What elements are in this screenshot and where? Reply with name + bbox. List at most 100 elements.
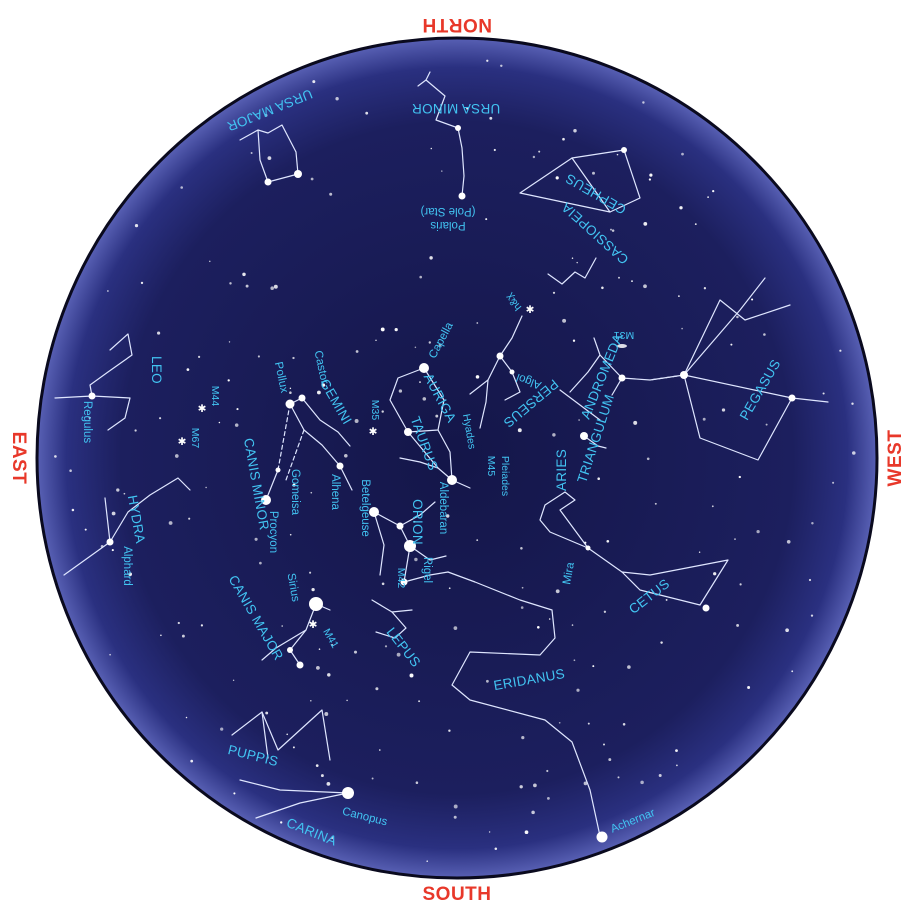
label-ursa-minor: URSA MINOR	[412, 101, 501, 116]
perseus-lines-2	[499, 355, 521, 401]
background-star	[448, 729, 451, 732]
background-star	[174, 454, 179, 458]
star-kochab	[455, 125, 461, 131]
background-star	[273, 284, 278, 289]
background-star	[267, 156, 272, 161]
triangulum-lines	[559, 389, 601, 421]
background-star	[236, 408, 239, 411]
pegasus-lines-4	[791, 397, 829, 403]
label-m44: M44	[209, 386, 221, 407]
background-star	[576, 261, 578, 264]
canis-major-lines-2	[261, 629, 307, 661]
background-star	[71, 508, 75, 512]
eridanus-lines-2	[403, 571, 449, 583]
star-mirfak	[496, 352, 504, 360]
background-star	[168, 521, 173, 525]
background-star	[200, 624, 204, 627]
label-regulus: Regulus	[81, 401, 93, 443]
direction-east: EAST	[8, 432, 29, 485]
label-m67: M67	[189, 428, 201, 449]
label-aldebaran: Aldebaran	[437, 482, 449, 534]
background-star	[394, 327, 398, 332]
background-star	[419, 275, 423, 279]
ursa-minor-lines	[425, 71, 465, 197]
background-star	[227, 379, 230, 382]
background-star	[354, 419, 359, 423]
background-star	[188, 517, 191, 520]
background-star	[493, 148, 496, 152]
background-star	[654, 502, 657, 505]
background-star	[286, 733, 289, 736]
direction-labels: NORTH SOUTH EAST WEST	[8, 14, 906, 905]
label-mira: Mira	[561, 561, 577, 586]
dso-marker-m35: ✱	[369, 426, 378, 438]
background-star	[438, 343, 442, 347]
dso-marker-m44: ✱	[198, 403, 207, 415]
star-alphard	[106, 538, 114, 546]
background-star	[422, 397, 427, 401]
star-alhena	[336, 462, 344, 470]
background-star	[476, 322, 479, 324]
background-star	[428, 341, 431, 344]
background-star	[531, 810, 535, 815]
background-star	[445, 514, 450, 518]
background-star	[547, 797, 550, 800]
bright-stars	[88, 125, 796, 843]
background-star	[810, 614, 814, 617]
background-star	[185, 716, 188, 719]
background-star	[233, 792, 236, 795]
background-star	[646, 457, 650, 461]
pegasus-lines-3	[683, 299, 791, 376]
background-star	[627, 665, 631, 669]
background-star	[665, 598, 668, 601]
background-star	[533, 783, 537, 788]
background-star	[851, 402, 854, 405]
label-alhena: Alhena	[329, 474, 341, 510]
background-star	[617, 776, 620, 779]
background-star	[218, 421, 221, 424]
background-star	[159, 417, 162, 420]
background-star	[327, 673, 331, 677]
background-star	[648, 178, 652, 181]
orion-lines-4	[409, 545, 447, 561]
background-star	[315, 764, 319, 767]
background-star	[676, 764, 678, 767]
direction-south: SOUTH	[423, 884, 492, 905]
background-star	[326, 782, 331, 786]
dso-marker-hx: ✱	[526, 304, 535, 316]
background-star	[181, 634, 185, 638]
label-polaris-line1: Polaris	[430, 219, 465, 231]
star-saiph	[400, 578, 408, 586]
background-star	[786, 539, 791, 544]
background-star	[649, 173, 653, 177]
star-adhara	[296, 661, 304, 669]
background-star	[415, 781, 419, 784]
lepus-lines	[371, 599, 407, 639]
background-star	[375, 687, 379, 691]
background-star	[134, 223, 139, 228]
ursa-major-lines	[239, 124, 299, 183]
background-star	[335, 97, 339, 101]
background-star	[608, 758, 612, 762]
direction-west: WEST	[885, 430, 906, 487]
cepheus-lines-2	[571, 157, 611, 213]
background-star	[111, 511, 116, 516]
background-star	[611, 229, 615, 232]
background-star	[707, 196, 709, 198]
background-star	[448, 587, 451, 590]
background-star	[107, 290, 109, 292]
background-star	[109, 653, 111, 656]
hydra-lines-2	[109, 477, 191, 543]
background-star	[381, 582, 385, 586]
background-star	[453, 815, 457, 819]
background-star	[344, 454, 348, 458]
background-star	[54, 455, 57, 458]
orion-lines-3	[399, 501, 436, 527]
background-star	[414, 346, 417, 349]
background-star	[419, 381, 421, 383]
leo-lines-3	[54, 395, 93, 399]
background-star	[116, 488, 120, 492]
gemini-lines-2	[301, 397, 351, 447]
cepheus-lines	[519, 149, 641, 213]
